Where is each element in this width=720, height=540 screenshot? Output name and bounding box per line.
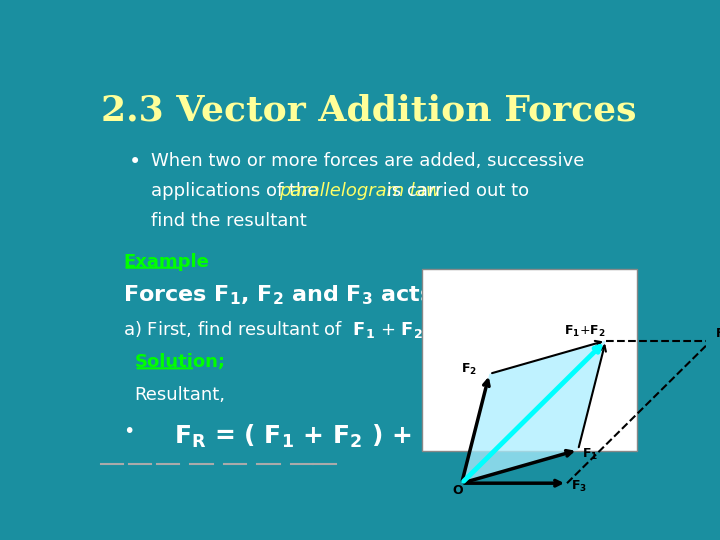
Text: When two or more forces are added, successive: When two or more forces are added, succe… [151,152,585,170]
Text: parallelogram law: parallelogram law [279,182,440,200]
Text: Example: Example [124,253,210,271]
Text: O: O [452,484,463,497]
Text: $\mathbf{F_2}$: $\mathbf{F_2}$ [461,362,477,377]
Text: applications of the: applications of the [151,182,325,200]
Text: •: • [129,152,141,172]
Text: Forces $\mathbf{F_1}$, $\mathbf{F_2}$ and $\mathbf{F_3}$ acts at a point O: Forces $\mathbf{F_1}$, $\mathbf{F_2}$ an… [124,282,590,307]
Text: $\mathbf{F_R}$ = ( $\mathbf{F_1}$ + $\mathbf{F_2}$ ) + $\mathbf{F_3}$: $\mathbf{F_R}$ = ( $\mathbf{F_1}$ + $\ma… [174,422,451,450]
Text: $\mathbf{F_3}$: $\mathbf{F_3}$ [571,480,588,495]
Text: 2.3 Vector Addition Forces: 2.3 Vector Addition Forces [102,94,636,128]
Text: •: • [124,422,135,441]
Text: Solution;: Solution; [135,353,225,372]
Text: find the resultant: find the resultant [151,212,307,230]
Text: is carried out to: is carried out to [381,182,529,200]
Text: a) First, find resultant of  $\mathbf{F_1}$ + $\mathbf{F_2}$: a) First, find resultant of $\mathbf{F_1… [124,319,423,340]
Text: $\mathbf{F_R}$: $\mathbf{F_R}$ [715,327,720,342]
Polygon shape [462,341,606,483]
Text: $\mathbf{F_1}$+$\mathbf{F_2}$: $\mathbf{F_1}$+$\mathbf{F_2}$ [564,323,606,339]
FancyBboxPatch shape [422,268,637,451]
Text: $\mathbf{F_1}$: $\mathbf{F_1}$ [582,447,598,462]
Text: Resultant,: Resultant, [135,386,225,404]
